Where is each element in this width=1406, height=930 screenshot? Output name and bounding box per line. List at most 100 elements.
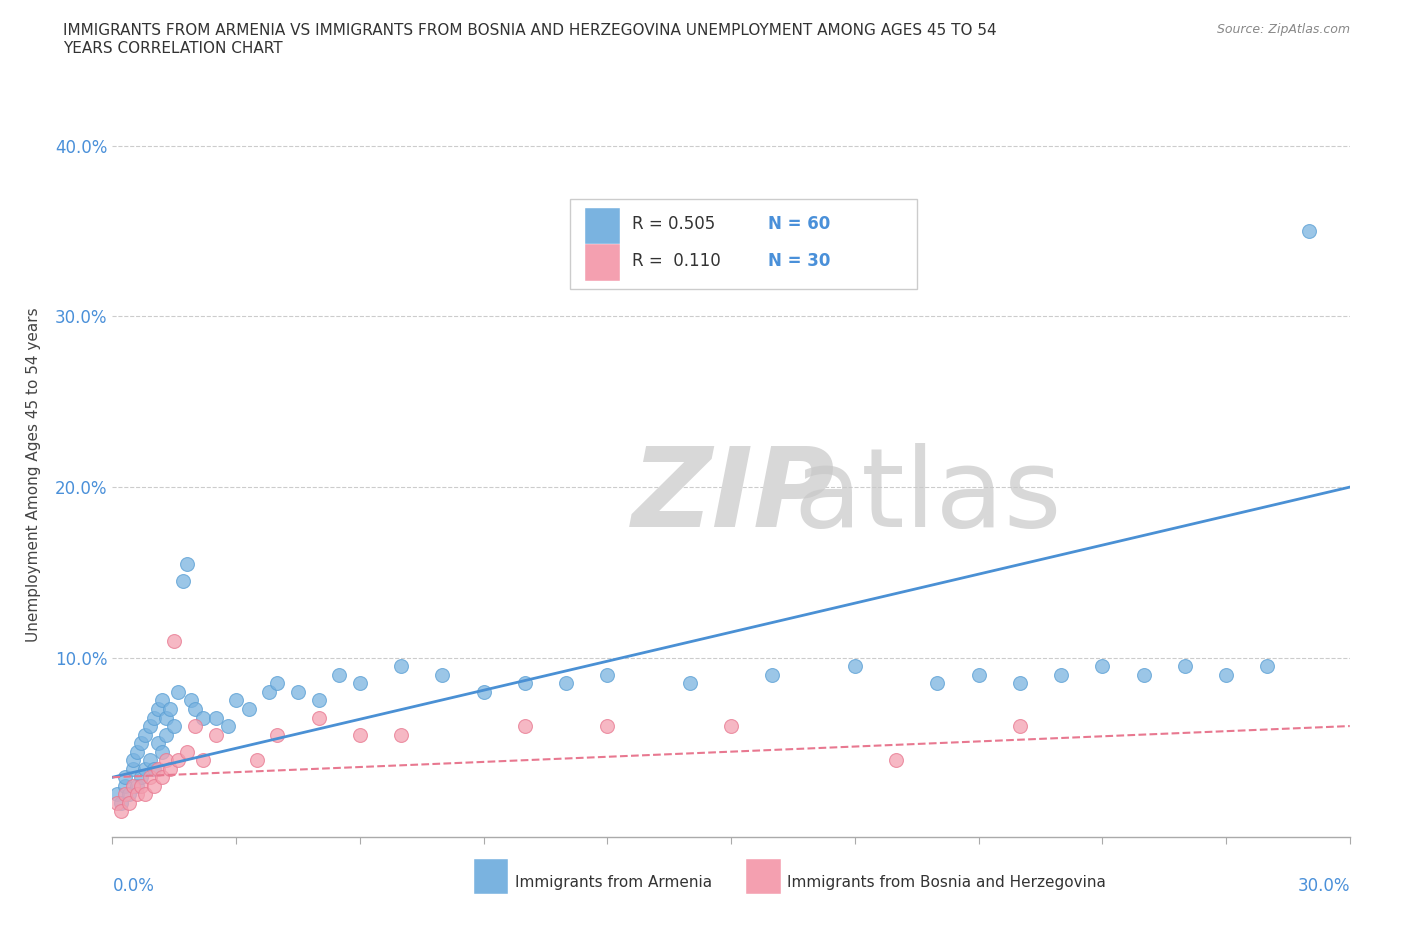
Point <box>146 762 169 777</box>
Point <box>1091 658 1114 673</box>
Point <box>328 668 350 683</box>
Point <box>844 658 866 673</box>
Text: IMMIGRANTS FROM ARMENIA VS IMMIGRANTS FROM BOSNIA AND HERZEGOVINA UNEMPLOYMENT A: IMMIGRANTS FROM ARMENIA VS IMMIGRANTS FR… <box>63 23 997 56</box>
Text: atlas: atlas <box>793 443 1062 550</box>
Point <box>1008 719 1031 734</box>
Point <box>555 676 578 691</box>
Point <box>146 736 169 751</box>
Point <box>720 719 742 734</box>
Point <box>150 693 173 708</box>
Point <box>118 795 141 810</box>
Point <box>679 676 702 691</box>
Point <box>596 668 619 683</box>
Point <box>266 727 288 742</box>
Point <box>308 711 330 725</box>
Point <box>146 701 169 716</box>
Text: 0.0%: 0.0% <box>112 877 155 895</box>
Point <box>118 787 141 802</box>
Point <box>138 752 160 767</box>
Point <box>513 719 536 734</box>
Point <box>131 736 153 751</box>
Point <box>122 778 145 793</box>
Text: Source: ZipAtlas.com: Source: ZipAtlas.com <box>1216 23 1350 36</box>
Point <box>1215 668 1237 683</box>
Point <box>432 668 454 683</box>
FancyBboxPatch shape <box>585 244 620 281</box>
Point <box>155 752 177 767</box>
Point <box>1132 668 1154 683</box>
Point <box>513 676 536 691</box>
Point <box>238 701 260 716</box>
Point <box>184 719 207 734</box>
Point <box>131 778 153 793</box>
Point <box>266 676 288 691</box>
Point <box>204 727 226 742</box>
Point <box>349 676 371 691</box>
Point <box>217 719 239 734</box>
Point <box>163 633 186 648</box>
Point <box>127 778 149 793</box>
Text: Immigrants from Bosnia and Herzegovina: Immigrants from Bosnia and Herzegovina <box>787 875 1105 890</box>
Point <box>1298 223 1320 238</box>
Point <box>596 719 619 734</box>
Point <box>884 752 907 767</box>
Point <box>105 787 128 802</box>
Point <box>167 684 190 699</box>
Point <box>927 676 949 691</box>
Text: N = 30: N = 30 <box>768 252 831 270</box>
Text: Immigrants from Armenia: Immigrants from Armenia <box>515 875 711 890</box>
Point <box>122 752 145 767</box>
Point <box>127 744 149 759</box>
Point <box>114 787 136 802</box>
Point <box>308 693 330 708</box>
Point <box>110 804 132 818</box>
Point <box>138 719 160 734</box>
FancyBboxPatch shape <box>571 199 917 289</box>
Point <box>110 795 132 810</box>
FancyBboxPatch shape <box>747 858 780 894</box>
Point <box>142 762 165 777</box>
FancyBboxPatch shape <box>585 208 620 246</box>
Point <box>225 693 247 708</box>
Point <box>349 727 371 742</box>
Point <box>167 752 190 767</box>
FancyBboxPatch shape <box>474 858 509 894</box>
Point <box>193 711 215 725</box>
Point <box>180 693 202 708</box>
Point <box>967 668 990 683</box>
Point <box>142 778 165 793</box>
Point <box>257 684 280 699</box>
Point <box>134 762 156 777</box>
Point <box>176 556 198 571</box>
Point <box>134 787 156 802</box>
Point <box>127 787 149 802</box>
Point <box>1174 658 1197 673</box>
Point <box>1256 658 1278 673</box>
Point <box>131 770 153 785</box>
Text: 30.0%: 30.0% <box>1298 877 1350 895</box>
Point <box>472 684 495 699</box>
Point <box>122 762 145 777</box>
Point <box>163 719 186 734</box>
Point <box>150 770 173 785</box>
Point <box>1050 668 1073 683</box>
Point <box>150 744 173 759</box>
Point <box>105 795 128 810</box>
Point <box>389 658 412 673</box>
Y-axis label: Unemployment Among Ages 45 to 54 years: Unemployment Among Ages 45 to 54 years <box>27 307 41 642</box>
Text: N = 60: N = 60 <box>768 216 831 233</box>
Point <box>761 668 783 683</box>
Text: R =  0.110: R = 0.110 <box>633 252 721 270</box>
Point <box>142 711 165 725</box>
Point <box>138 770 160 785</box>
Point <box>176 744 198 759</box>
Point <box>184 701 207 716</box>
Point <box>204 711 226 725</box>
Point <box>193 752 215 767</box>
Point <box>155 711 177 725</box>
Text: ZIP: ZIP <box>633 443 835 550</box>
Point <box>159 701 181 716</box>
Point <box>246 752 269 767</box>
Point <box>287 684 309 699</box>
Point <box>159 762 181 777</box>
